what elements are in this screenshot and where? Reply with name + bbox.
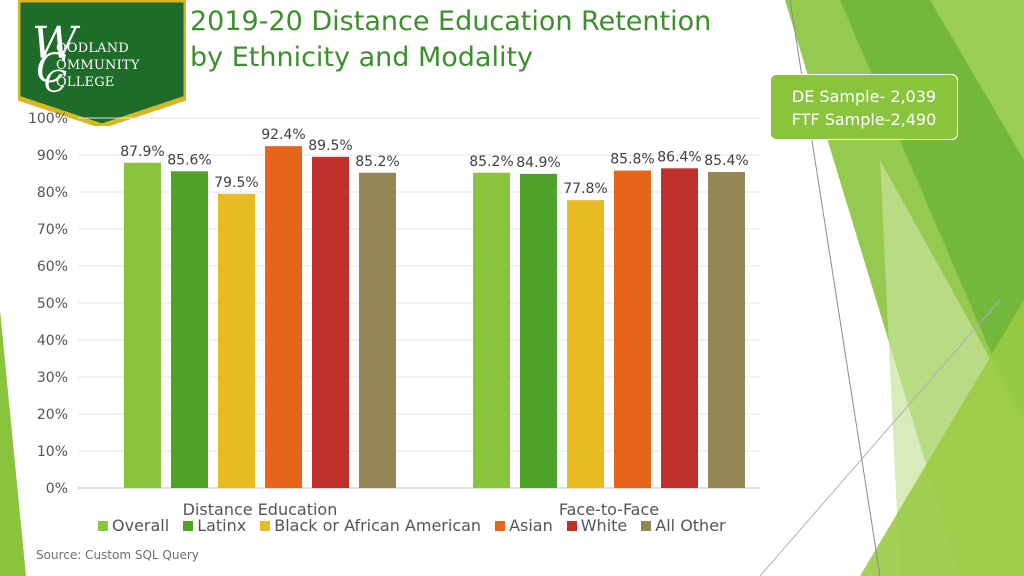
data-label: 84.9% [516, 155, 560, 171]
category-label: Distance Education [183, 500, 338, 519]
legend-item: Overall [98, 516, 169, 535]
svg-text:W: W [32, 18, 81, 69]
y-tick-label: 90% [37, 148, 68, 164]
logo-line-3: OLLEGE [56, 75, 115, 90]
data-label: 77.8% [563, 181, 607, 197]
college-logo: W C C OODLAND OMMUNITY OLLEGE [15, 0, 189, 129]
bar [359, 172, 396, 488]
legend-item: All Other [641, 516, 726, 535]
bar [567, 200, 604, 488]
bar [265, 146, 302, 488]
decor-shape [0, 310, 26, 576]
data-label: 89.5% [308, 138, 352, 154]
logo-wordmark: OODLAND OMMUNITY OLLEGE [56, 40, 140, 91]
decor-shape [860, 300, 1024, 576]
page-title: 2019-20 Distance Education Retention by … [190, 4, 711, 76]
title-line-1: 2019-20 Distance Education Retention [190, 6, 712, 37]
legend-swatch [98, 520, 108, 531]
data-label: 92.4% [261, 127, 305, 143]
chart-legend: Overall Latinx Black or African American As… [98, 516, 726, 535]
decor-shape [930, 0, 1024, 160]
svg-text:C: C [44, 65, 67, 100]
retention-bar-chart: 0%10%20%30%40%50%60%70%80%90%100%87.9%85… [28, 111, 760, 519]
data-label: 85.2% [469, 154, 513, 170]
svg-text:C: C [36, 46, 67, 92]
bar [312, 156, 349, 488]
data-label: 85.4% [704, 153, 748, 169]
legend-item: Asian [495, 516, 553, 535]
logo-line-2: OMMUNITY [56, 58, 140, 73]
sample-size-callout: DE Sample- 2,039 FTF Sample-2,490 [770, 74, 958, 140]
y-tick-label: 50% [37, 296, 68, 312]
legend-label: All Other [655, 516, 726, 535]
bar [218, 193, 255, 488]
data-label: 86.4% [657, 149, 701, 165]
callout-ftf-sample: FTF Sample-2,490 [791, 110, 937, 129]
y-tick-label: 100% [28, 111, 68, 127]
y-tick-label: 70% [37, 222, 68, 238]
legend-label: Black or African American [274, 516, 482, 535]
legend-swatch [641, 520, 652, 531]
source-note: Source: Custom SQL Query [36, 548, 199, 562]
y-tick-label: 30% [37, 370, 68, 386]
data-label: 79.5% [214, 175, 258, 191]
y-tick-label: 80% [37, 185, 68, 201]
legend-label: Latinx [197, 516, 247, 535]
bar [473, 172, 510, 488]
legend-swatch [260, 520, 271, 531]
legend-label: Overall [112, 516, 170, 535]
title-line-2: by Ethnicity and Modality [190, 42, 534, 73]
bar [661, 168, 698, 488]
bar [171, 171, 208, 488]
legend-swatch [183, 520, 194, 531]
callout-de-sample: DE Sample- 2,039 [791, 87, 937, 106]
legend-swatch [495, 520, 506, 531]
data-label: 85.6% [167, 152, 211, 168]
legend-swatch [566, 520, 577, 531]
legend-item: Latinx [183, 516, 246, 535]
bar [520, 173, 557, 488]
y-tick-label: 60% [37, 259, 68, 275]
legend-label: Asian [509, 516, 553, 535]
y-tick-label: 20% [37, 407, 68, 423]
bar [614, 170, 651, 488]
data-label: 85.2% [355, 154, 399, 170]
bar [708, 172, 745, 488]
legend-item: Black or African American [260, 516, 481, 535]
data-label: 85.8% [610, 152, 654, 168]
logo-line-1: OODLAND [56, 41, 129, 56]
legend-item: White [566, 516, 628, 535]
y-tick-label: 10% [37, 444, 68, 460]
y-tick-label: 0% [46, 481, 68, 497]
data-label: 87.9% [120, 144, 164, 160]
decor-line [759, 299, 1001, 576]
bar [124, 162, 161, 488]
y-tick-label: 40% [37, 333, 68, 349]
legend-label: White [580, 516, 628, 535]
category-label: Face-to-Face [559, 500, 659, 519]
